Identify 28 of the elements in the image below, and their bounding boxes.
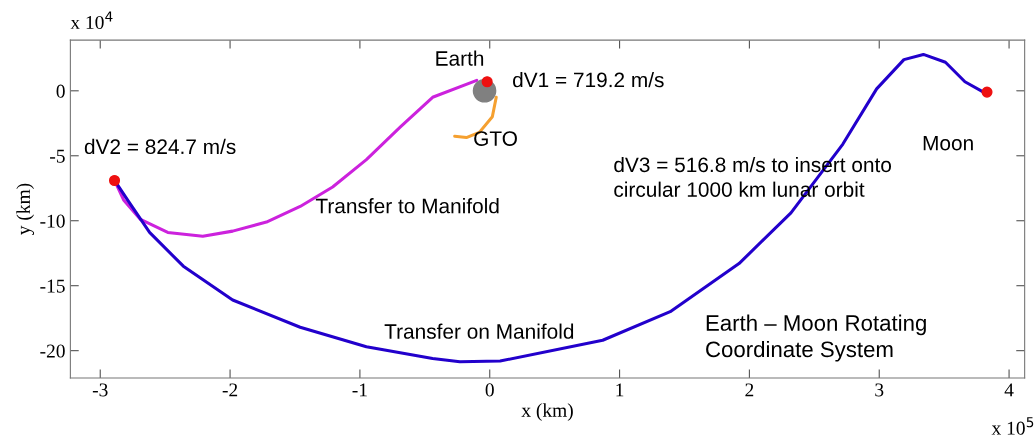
text: x 10$^{4}$ <box>70 11 113 30</box>
annotation: Moon <box>923 135 973 151</box>
annotation: GTO <box>474 131 517 146</box>
y-tick-label: -15 <box>40 279 65 293</box>
text: x 10$^{5}$ <box>991 417 1034 435</box>
point <box>108 174 121 187</box>
x-tick-label: 1 <box>616 383 624 397</box>
y-tick-label: -20 <box>40 344 65 358</box>
x-axis-title: x (km) <box>521 403 573 421</box>
point <box>481 76 493 88</box>
x-tick-label: 0 <box>485 383 494 397</box>
x-tick-label: 3 <box>875 383 884 397</box>
annotation: dV1 = 719.2 m/s <box>513 72 664 88</box>
point <box>981 86 993 98</box>
annotation: Earth – Moon Rotating Coordinate System <box>706 314 926 362</box>
x-tick-label: -1 <box>352 383 367 397</box>
y-tick-label: -10 <box>40 214 65 228</box>
y-tick-label: 0 <box>56 84 65 98</box>
x-tick-label: -2 <box>222 383 238 397</box>
x-tick-label: 4 <box>1004 383 1014 397</box>
y-axis-title: y (km) <box>16 183 35 235</box>
annotation: Transfer to Manifold <box>315 198 499 214</box>
annotation: Transfer on Manifold <box>384 323 574 339</box>
annotation: dV2 = 824.7 m/s <box>84 138 236 155</box>
x-tick-label: 2 <box>745 383 754 397</box>
x-tick-label: -3 <box>92 383 108 397</box>
annotation: Earth <box>436 50 484 66</box>
y-tick-label: -5 <box>50 149 65 163</box>
